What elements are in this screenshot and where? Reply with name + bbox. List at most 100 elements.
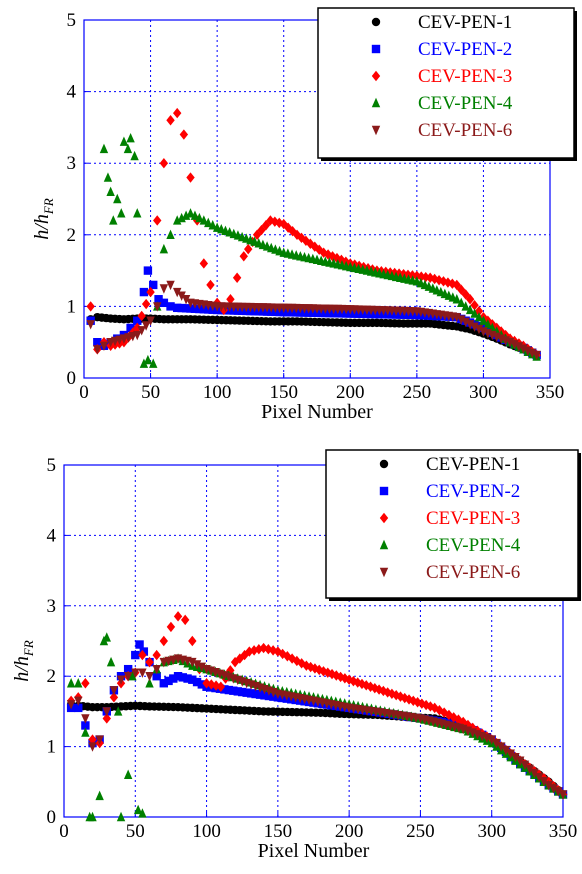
data-point <box>123 664 133 674</box>
data-point <box>88 811 97 822</box>
data-point <box>102 632 111 642</box>
data-point <box>126 323 135 333</box>
data-point <box>452 294 461 304</box>
x-tick-label: 100 <box>192 821 221 842</box>
data-point <box>229 686 238 695</box>
data-point <box>177 212 186 223</box>
data-point <box>169 655 178 665</box>
data-point <box>226 294 235 305</box>
data-point <box>146 316 155 326</box>
data-point <box>166 302 175 311</box>
x-tick-label: 200 <box>335 821 364 842</box>
data-point <box>141 298 151 310</box>
data-point <box>81 727 90 737</box>
data-point <box>474 324 484 335</box>
data-point <box>86 301 95 312</box>
data-point <box>232 272 242 283</box>
chart-panel-1: 0 50 100 150 200 250 300 350 0 1 2 3 4 5 Pixel Number h… <box>31 7 577 423</box>
data-point <box>306 661 315 673</box>
x-tick-label: 150 <box>264 821 293 842</box>
data-point <box>301 235 311 246</box>
data-point <box>240 649 249 661</box>
x-tick-label: 350 <box>549 821 578 842</box>
data-point <box>103 172 113 182</box>
data-point <box>186 172 195 183</box>
data-point <box>133 322 142 334</box>
data-point <box>152 649 161 661</box>
data-point <box>323 667 332 678</box>
data-point <box>357 678 367 690</box>
data-point <box>138 808 147 818</box>
data-point <box>374 684 384 695</box>
data-point <box>463 719 473 731</box>
data-point <box>141 321 151 331</box>
data-point <box>173 611 183 622</box>
data-point <box>539 777 549 787</box>
data-point <box>216 681 226 692</box>
data-point <box>86 320 95 330</box>
data-point <box>74 703 83 713</box>
legend-marker <box>379 459 389 469</box>
y-tick-label: 1 <box>47 737 57 758</box>
x-tick-label: 300 <box>477 821 506 842</box>
x-tick-label: 0 <box>79 382 89 403</box>
data-point <box>133 330 142 341</box>
legend: CEV-PEN-1 CEV-PEN-2 CEV-PEN-3 CEV-PEN-4 CEV-… <box>325 449 581 601</box>
data-point <box>444 709 454 721</box>
data-point <box>206 279 215 291</box>
data-point <box>332 670 341 681</box>
data-point <box>81 678 90 689</box>
legend: CEV-PEN-1 CEV-PEN-2 CEV-PEN-3 CEV-PEN-4 CEV-… <box>317 7 577 161</box>
data-point <box>133 208 142 218</box>
data-point <box>119 136 129 146</box>
data-point <box>153 302 162 312</box>
y-tick-label: 2 <box>67 225 77 246</box>
data-point <box>152 672 161 681</box>
y-tick-label: 2 <box>47 666 57 687</box>
data-point <box>470 300 479 311</box>
legend-label: CEV-PEN-6 <box>426 562 520 583</box>
data-point <box>426 701 435 712</box>
data-point <box>143 354 153 365</box>
legend-box <box>317 7 575 159</box>
data-point <box>117 208 126 218</box>
data-point <box>439 707 449 718</box>
data-point <box>268 645 278 656</box>
data-point <box>273 646 283 657</box>
data-point <box>452 312 461 323</box>
data-point <box>264 644 273 655</box>
data-point <box>497 742 506 752</box>
data-point <box>116 811 126 822</box>
data-point <box>186 304 195 313</box>
data-point <box>487 735 496 745</box>
data-point <box>164 676 173 686</box>
data-point <box>106 186 115 197</box>
data-point <box>139 647 149 656</box>
data-point <box>362 680 371 691</box>
data-point <box>349 675 358 687</box>
data-point <box>109 686 119 696</box>
data-point <box>344 674 354 685</box>
data-point <box>224 685 234 695</box>
data-point <box>190 210 200 220</box>
y-tick-label: 4 <box>67 82 77 103</box>
data-point <box>470 308 479 318</box>
data-point <box>173 287 182 298</box>
y-tick-label: 0 <box>47 807 57 828</box>
data-point <box>102 713 111 724</box>
data-point <box>199 215 209 225</box>
data-point <box>287 653 297 664</box>
data-point <box>208 220 217 230</box>
y-axis-label: h/hFR <box>11 640 36 682</box>
chart-panel-2: 0 50 100 150 200 250 300 350 0 1 2 3 4 5 Pixel Number h… <box>11 449 581 862</box>
data-point <box>319 666 328 677</box>
legend-label: CEV-PEN-6 <box>418 120 512 141</box>
data-point <box>88 742 97 752</box>
data-point <box>159 298 169 308</box>
data-point <box>126 132 135 143</box>
legend-label: CEV-PEN-3 <box>426 508 520 529</box>
data-point <box>310 663 320 674</box>
data-point <box>233 687 242 696</box>
data-point <box>145 672 154 682</box>
data-point <box>190 304 200 313</box>
